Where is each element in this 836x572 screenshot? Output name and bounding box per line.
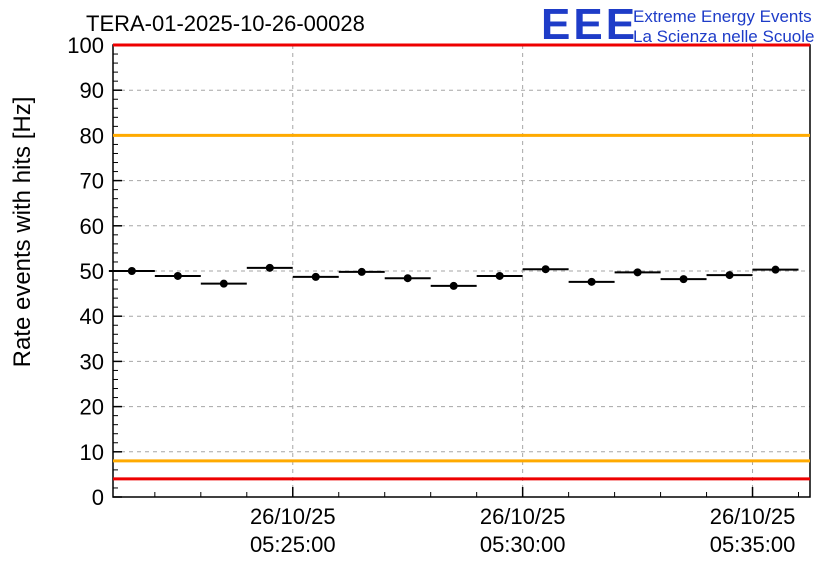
y-tick-label: 70 (80, 169, 104, 194)
y-tick-label: 60 (80, 214, 104, 239)
data-point (311, 272, 320, 281)
data-point (495, 271, 504, 280)
y-tick-label: 50 (80, 259, 104, 284)
y-tick-label: 90 (80, 78, 104, 103)
data-point (679, 275, 688, 284)
x-tick-label-time: 05:35:00 (710, 532, 796, 557)
y-tick-label: 80 (80, 123, 104, 148)
x-tick-label-date: 26/10/25 (710, 504, 796, 529)
data-point (173, 271, 182, 280)
data-point (403, 274, 412, 283)
eee-logo-line2: La Scienza nelle Scuole (633, 27, 815, 46)
data-point (541, 265, 550, 274)
x-tick-label-time: 05:30:00 (480, 532, 566, 557)
y-tick-label: 0 (92, 485, 104, 510)
x-tick-label-date: 26/10/25 (250, 504, 336, 529)
data-point (265, 263, 274, 272)
data-point (449, 281, 458, 290)
y-tick-label: 20 (80, 395, 104, 420)
x-tick-label-date: 26/10/25 (480, 504, 566, 529)
y-tick-label: 100 (67, 33, 104, 58)
data-point (219, 279, 228, 288)
x-tick-label-time: 05:25:00 (250, 532, 336, 557)
data-point (127, 267, 136, 275)
data-point (633, 268, 642, 277)
y-tick-label: 40 (80, 304, 104, 329)
data-point (771, 265, 780, 274)
eee-logo-line1: Extreme Energy Events (633, 7, 812, 26)
chart-title: TERA-01-2025-10-26-00028 (86, 11, 365, 36)
y-tick-label: 10 (80, 440, 104, 465)
data-point (587, 277, 596, 286)
eee-logo: EEE (541, 0, 639, 49)
y-tick-label: 30 (80, 349, 104, 374)
data-point (357, 267, 366, 276)
data-point (725, 271, 734, 280)
eee-logo-text: Extreme Energy Events La Scienza nelle S… (633, 7, 814, 47)
